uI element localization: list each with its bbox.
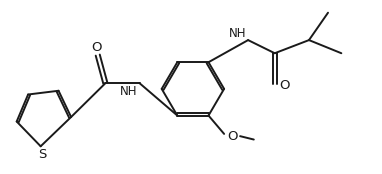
Text: O: O (227, 130, 238, 143)
Text: S: S (38, 148, 46, 161)
Text: NH: NH (229, 27, 246, 40)
Text: NH: NH (120, 85, 137, 98)
Text: O: O (91, 41, 102, 54)
Text: O: O (279, 79, 290, 92)
